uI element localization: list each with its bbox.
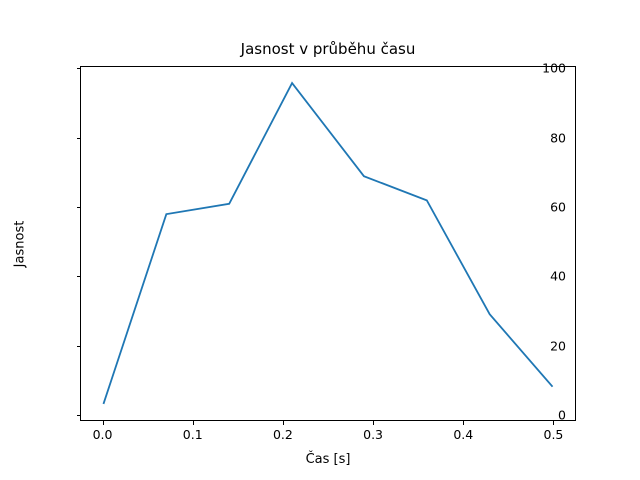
x-tick-label: 0.0 — [92, 427, 113, 442]
y-axis-label-container: Jasnost — [10, 66, 30, 421]
line-chart-svg — [81, 67, 575, 420]
page-title: Jasnost v průběhu času — [240, 40, 416, 58]
x-tick-label: 0.2 — [272, 427, 293, 442]
x-tick-mark — [102, 421, 104, 425]
x-tick-mark — [192, 421, 194, 425]
x-axis-label: Čas [s] — [305, 452, 351, 467]
x-tick-label: 0.1 — [182, 427, 203, 442]
x-tick-label: 0.4 — [453, 427, 474, 442]
x-tick-mark — [553, 421, 555, 425]
y-axis-label: Jasnost — [12, 220, 28, 267]
x-tick-mark — [282, 421, 284, 425]
x-tick-mark — [373, 421, 375, 425]
x-tick-label: 0.5 — [543, 427, 564, 442]
plot-area — [80, 66, 576, 421]
x-tick-label: 0.3 — [363, 427, 384, 442]
data-series-line — [103, 83, 552, 404]
x-tick-mark — [463, 421, 465, 425]
